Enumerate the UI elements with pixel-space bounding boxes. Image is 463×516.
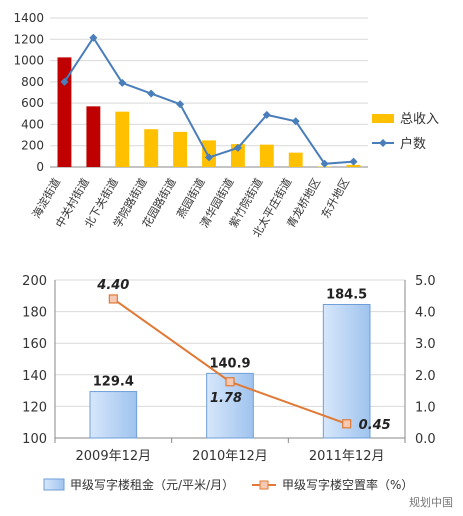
legend-label-income: 总收入	[400, 112, 439, 127]
y2-tick-label: 0.0	[415, 432, 436, 447]
bar-total-income	[288, 152, 303, 167]
point-vacancy	[108, 294, 118, 304]
x-category-label: 2010年12月	[192, 449, 268, 464]
point-households	[291, 117, 300, 126]
y2-tick-label: 2.0	[415, 369, 436, 384]
legend-marker-vacancy	[259, 480, 269, 490]
point-households	[147, 89, 156, 98]
point-households	[320, 159, 329, 168]
y-tick-label: 180	[22, 306, 47, 321]
chart-income-households: 0200400600800100012001400海淀街道中关村街道北下关街道学…	[13, 11, 439, 240]
legend-marker-households	[379, 139, 387, 147]
x-category-label: 东升地区	[319, 176, 352, 221]
watermark: 规划中国	[409, 496, 453, 509]
x-category-label: 2011年12月	[309, 449, 385, 464]
bar-rent	[322, 303, 371, 439]
point-vacancy-label: 1.78	[210, 391, 242, 406]
y-tick-label: 100	[22, 432, 47, 447]
point-households	[349, 157, 358, 166]
point-vacancy	[342, 419, 352, 429]
point-vacancy	[225, 377, 235, 387]
point-households	[262, 110, 271, 119]
y-tick-label: 1400	[13, 11, 44, 25]
y-tick-label: 0	[36, 160, 44, 174]
y-tick-label: 200	[22, 274, 47, 289]
point-households	[60, 77, 69, 86]
y-tick-label: 120	[22, 400, 47, 415]
bar-total-income	[86, 106, 101, 167]
y2-tick-label: 1.0	[415, 400, 436, 415]
bar-rent	[89, 391, 138, 439]
point-households	[118, 78, 127, 87]
bar-rent-label: 129.4	[93, 375, 134, 390]
y-tick-label: 200	[21, 139, 44, 153]
x-category-label: 2009年12月	[76, 449, 152, 464]
y-tick-label: 1200	[13, 32, 44, 46]
bar-rent-label: 140.9	[209, 356, 250, 371]
chart-office-rent-vacancy: 100 120 140 160 180 200 0.0 1.0 2.0 3.0 4.0 5.0 129.…	[22, 274, 436, 492]
bar-total-income	[259, 144, 274, 167]
y-tick-label: 160	[22, 337, 47, 352]
y-tick-label: 800	[21, 75, 44, 89]
point-households	[176, 100, 185, 109]
legend-label-vacancy: 甲级写字楼空置率（%）	[282, 477, 413, 492]
legend-swatch-rent	[43, 478, 65, 491]
y-tick-label: 600	[21, 96, 44, 110]
point-vacancy-label: 4.40	[96, 278, 129, 293]
bar-total-income	[144, 129, 159, 167]
point-vacancy-label: 0.45	[359, 418, 391, 433]
y2-tick-label: 5.0	[415, 274, 436, 289]
bar-rent-label: 184.5	[326, 287, 367, 302]
point-households	[89, 33, 98, 42]
y-tick-label: 140	[22, 369, 47, 384]
point-households	[233, 143, 242, 152]
bar-total-income	[115, 111, 130, 167]
legend-swatch-income	[372, 114, 394, 123]
legend-label-rent: 甲级写字楼租金（元/平米/月）	[70, 477, 234, 492]
y-tick-label: 1000	[13, 54, 44, 68]
y2-tick-label: 4.0	[415, 306, 436, 321]
bar-total-income	[346, 164, 361, 167]
y2-tick-label: 3.0	[415, 337, 436, 352]
bar-total-income	[173, 131, 188, 167]
legend-label-households: 户数	[400, 136, 426, 152]
point-households	[205, 153, 213, 162]
y-tick-label: 400	[21, 117, 44, 131]
bar-total-income	[57, 57, 72, 167]
